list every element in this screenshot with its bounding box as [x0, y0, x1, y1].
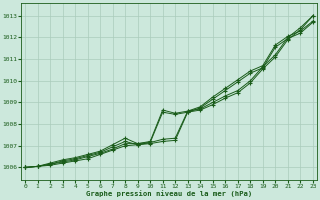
X-axis label: Graphe pression niveau de la mer (hPa): Graphe pression niveau de la mer (hPa)	[86, 190, 252, 197]
